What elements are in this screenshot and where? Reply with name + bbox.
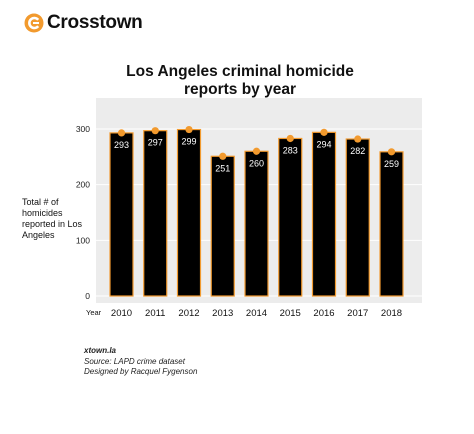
data-label: 299 (181, 137, 196, 147)
bar-marker (387, 148, 396, 156)
bar-marker (185, 125, 193, 134)
brand-logo: Crosstown (24, 12, 143, 34)
data-label: 297 (148, 138, 163, 148)
x-tick-label: 2014 (246, 308, 267, 319)
bar (244, 150, 269, 297)
x-tick-label: 2015 (280, 308, 301, 319)
y-tick-label: 200 (76, 180, 90, 190)
data-label: 259 (384, 159, 399, 169)
data-label: 260 (249, 158, 264, 168)
bar (311, 131, 337, 297)
bar (143, 130, 168, 297)
x-tick-label: 2016 (313, 308, 334, 319)
x-tick-label: 2018 (381, 308, 402, 319)
x-tick-label: 2017 (347, 308, 368, 319)
bar-marker (252, 147, 261, 155)
bar (109, 132, 134, 297)
chart-footer: xtown.la Source: LAPD crime dataset Desi… (84, 346, 197, 378)
bar (345, 138, 370, 297)
data-label: 293 (114, 140, 129, 150)
crosstown-logo-icon (24, 13, 44, 33)
bar-marker (117, 129, 126, 137)
chart-title: Los Angeles criminal homicide reports by… (126, 63, 354, 98)
footer-site: xtown.la (84, 346, 117, 355)
y-tick-label: 100 (76, 235, 90, 245)
bar-marker (286, 134, 294, 143)
y-axis-label: Total # of homicides reported in Los Ang… (22, 197, 83, 240)
y-tick-label: 300 (76, 124, 90, 134)
x-tick-label: 2011 (145, 308, 165, 319)
bar (210, 155, 235, 297)
data-label: 294 (316, 139, 331, 149)
bar (278, 137, 303, 297)
bar (379, 151, 404, 297)
x-tick-label: 2012 (178, 308, 199, 319)
data-label: 282 (350, 146, 365, 156)
bar (176, 128, 202, 297)
x-axis-label: Year (86, 308, 102, 317)
brand-name: Crosstown (47, 12, 143, 33)
bar-marker (151, 127, 159, 135)
x-tick-label: 2010 (111, 308, 132, 319)
data-label: 251 (215, 163, 230, 173)
y-tick-label: 0 (85, 291, 90, 301)
footer-designer: Designed by Racquel Fygenson (84, 367, 198, 376)
data-label: 283 (283, 145, 298, 155)
bar-marker (354, 135, 362, 143)
footer-source: Source: LAPD crime dataset (84, 356, 185, 366)
bar-marker (320, 128, 328, 136)
x-tick-label: 2013 (212, 308, 233, 319)
bar-marker (219, 152, 227, 160)
